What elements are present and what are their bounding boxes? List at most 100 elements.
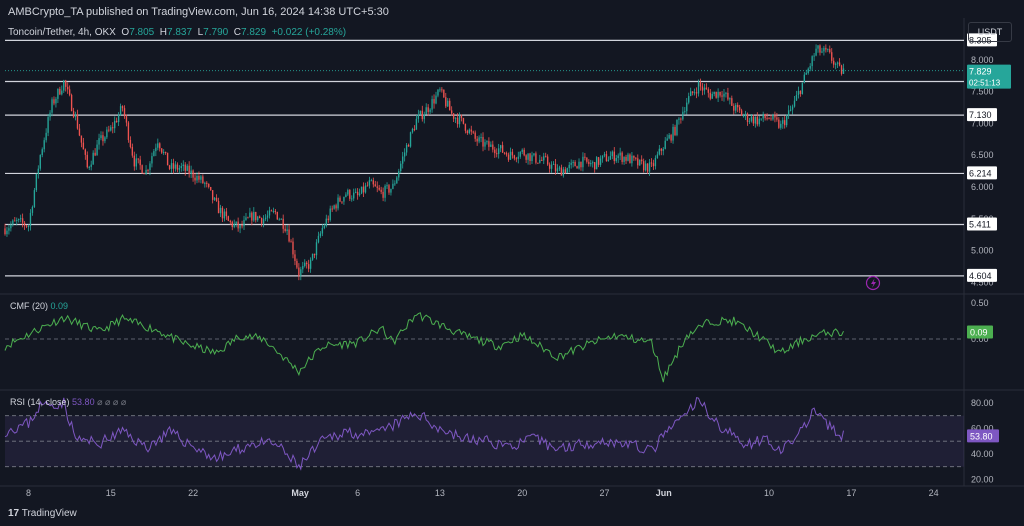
candle-body <box>688 96 689 103</box>
candle-body <box>488 141 489 147</box>
candle-body <box>173 163 174 169</box>
candle-body <box>594 162 595 169</box>
candle-body <box>112 127 113 128</box>
symbol-name[interactable]: Toncoin/Tether, 4h, OKX <box>8 27 116 38</box>
candle-body <box>85 149 86 154</box>
tradingview-logo[interactable]: 17 TradingView <box>8 508 77 519</box>
candle-body <box>704 88 705 91</box>
candle-body <box>24 223 25 226</box>
candle-body <box>206 183 207 184</box>
candle-body <box>811 56 812 66</box>
candle-body <box>700 82 701 86</box>
candle-body <box>672 127 673 141</box>
candle-body <box>557 168 558 171</box>
candle-body <box>757 117 758 125</box>
rsi-legend[interactable]: RSI (14, close) 53.80 ⌀ ⌀ ⌀ ⌀ <box>10 397 126 408</box>
rsi-tick-label: 80.00 <box>971 398 994 408</box>
candle-body <box>618 156 619 158</box>
candle-body <box>200 176 201 179</box>
candle-body <box>714 92 715 94</box>
candle-body <box>237 222 238 229</box>
candle-body <box>580 162 581 167</box>
candle-body <box>18 219 19 220</box>
candle-body <box>273 211 274 212</box>
candle-body <box>702 86 703 90</box>
candle-body <box>821 51 822 52</box>
currency-unit-button[interactable]: USDT <box>968 22 1012 42</box>
candle-body <box>251 213 252 221</box>
candle-body <box>38 169 39 174</box>
candle-body <box>265 218 266 220</box>
candle-body <box>263 219 264 223</box>
candle-body <box>512 152 513 156</box>
candle-body <box>614 152 615 161</box>
candle-body <box>157 143 158 147</box>
candle-body <box>457 118 458 124</box>
candle-body <box>762 114 763 118</box>
candle-body <box>684 111 685 112</box>
candle-body <box>476 139 477 142</box>
candle-body <box>208 184 209 187</box>
cmf-legend[interactable]: CMF (20) 0.09 <box>10 301 68 311</box>
candle-body <box>698 82 699 93</box>
candle-body <box>4 228 5 234</box>
candle-body <box>275 211 276 212</box>
open-value: 7.805 <box>129 27 154 38</box>
high-label: H <box>160 27 167 38</box>
candle-body <box>55 99 56 104</box>
candle-body <box>169 165 170 169</box>
candle-body <box>175 165 176 169</box>
candle-body <box>420 111 421 115</box>
candle-body <box>377 186 378 187</box>
candle-body <box>8 228 9 230</box>
candle-body <box>202 176 203 183</box>
candle-body <box>584 157 585 158</box>
cmf-title: CMF (20) <box>10 301 48 311</box>
candle-body <box>267 215 268 217</box>
candle-body <box>715 92 716 98</box>
candle-body <box>680 119 681 120</box>
candle-body <box>294 254 295 261</box>
candle-body <box>375 184 376 186</box>
candle-body <box>786 116 787 125</box>
candle-body <box>120 106 121 115</box>
candle-body <box>443 90 444 97</box>
close-label: C <box>234 27 241 38</box>
candle-body <box>20 218 21 219</box>
candle-body <box>257 217 258 221</box>
candle-body <box>188 166 189 174</box>
candle-body <box>232 222 233 227</box>
candle-body <box>567 168 568 173</box>
candle-body <box>71 95 72 111</box>
candle-body <box>63 81 64 91</box>
time-tick-label: May <box>291 488 309 498</box>
candle-body <box>300 269 301 275</box>
candle-body <box>253 212 254 221</box>
candle-body <box>414 129 415 130</box>
candle-body <box>94 153 95 156</box>
candle-body <box>784 120 785 125</box>
candle-body <box>359 194 360 196</box>
candle-body <box>612 152 613 156</box>
candle-body <box>710 93 711 99</box>
candle-body <box>798 91 799 95</box>
candle-body <box>306 263 307 264</box>
candle-body <box>561 168 562 176</box>
candle-body <box>674 127 675 135</box>
level-label: 6.214 <box>969 168 992 178</box>
cmf-line[interactable] <box>5 313 844 382</box>
candle-body <box>645 164 646 171</box>
candle-body <box>210 187 211 190</box>
candle-body <box>214 198 215 200</box>
candle-body <box>737 105 738 107</box>
candle-body <box>764 114 765 118</box>
candle-body <box>504 153 505 154</box>
candle-body <box>541 160 542 161</box>
candle-body <box>81 135 82 142</box>
candle-body <box>216 198 217 201</box>
candle-body <box>241 225 242 226</box>
candle-body <box>410 132 411 146</box>
candle-body <box>539 160 540 163</box>
candle-body <box>308 264 309 269</box>
